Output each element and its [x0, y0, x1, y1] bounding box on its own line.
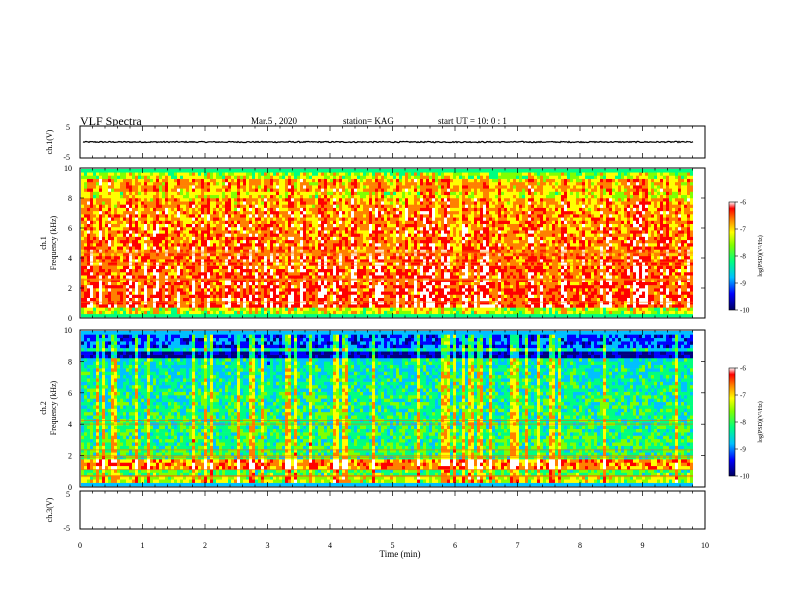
- ch1-waveform-panel: 5 -5 ch.1(V): [45, 123, 706, 162]
- time-ticks: [79, 126, 706, 529]
- ch2-spectrogram-panel: 0 2 4 6 8 10 ch.2 Frequency (kHz) -6 -7 -8 -9 -10…: [39, 326, 764, 492]
- x-tick-label: 3: [266, 541, 270, 550]
- colorbar-tick-label: -9: [740, 446, 746, 454]
- ch1-spectrogram-panel: 0 2 4 6 8 10 ch.1 Frequency (kHz) -6 -7 -8 -9 -10…: [39, 164, 764, 323]
- freq-tick-label: 2: [68, 284, 72, 293]
- ch1-ytick-bottom: -5: [63, 153, 70, 162]
- colorbar-tick-label: -6: [740, 365, 746, 373]
- freq-tick-label: 6: [68, 224, 72, 233]
- x-tick-label: 8: [578, 541, 582, 550]
- freq-tick-label: 2: [68, 452, 72, 461]
- x-tick-label: 1: [141, 541, 145, 550]
- freq-tick-label: 8: [68, 357, 72, 366]
- colorbar-tick-label: -8: [740, 253, 746, 261]
- colorbar-tick-label: -8: [740, 419, 746, 427]
- start-ut-label: start UT = 10: 0 : 1: [438, 116, 507, 126]
- ch1-spec-ylabel-line1: ch.1: [39, 236, 48, 250]
- colorbar-tick-label: -7: [740, 226, 746, 234]
- ch3-waveform-panel: 5 -5 ch.3(V): [45, 490, 706, 533]
- ch1-spectrogram-heatmap: [81, 169, 693, 318]
- x-tick-label: 9: [641, 541, 645, 550]
- date-label: Mar.5 , 2020: [251, 116, 297, 126]
- freq-tick-label: 8: [68, 194, 72, 203]
- ch2-spectrogram-heatmap: [81, 331, 693, 487]
- freq-tick-label: 0: [68, 483, 72, 492]
- colorbar-tick-label: -6: [740, 199, 746, 207]
- x-tick-label: 4: [328, 541, 332, 550]
- station-label: station= KAG: [343, 116, 394, 126]
- freq-tick-label: 10: [64, 326, 72, 335]
- ch3-ytick-bottom: -5: [63, 524, 70, 533]
- ch1-ytick-top: 5: [66, 123, 70, 132]
- freq-tick-label: 0: [68, 314, 72, 323]
- colorbar-tick-label: -10: [740, 307, 750, 315]
- ch1-colorbar: -6 -7 -8 -9 -10 log(PSD)(V²/Hz): [728, 199, 764, 315]
- x-tick-label: 6: [453, 541, 457, 550]
- ch1-waveform-ylabel: ch.1(V): [45, 129, 54, 154]
- ch3-ytick-top: 5: [66, 490, 70, 499]
- x-tick-label: 0: [78, 541, 82, 550]
- x-tick-label: 5: [391, 541, 395, 550]
- x-tick-label: 10: [701, 541, 709, 550]
- ch2-spec-ylabel-line1: ch.2: [39, 401, 48, 415]
- figure-title: VLF Spectra: [80, 114, 142, 128]
- x-axis-label: Time (min): [380, 549, 421, 559]
- ch1-colorbar-label: log(PSD)(V²/Hz): [757, 235, 764, 276]
- ch3-waveform-ylabel: ch.3(V): [45, 497, 54, 522]
- freq-tick-label: 4: [68, 254, 72, 263]
- ch2-colorbar-label: log(PSD)(V²/Hz): [757, 401, 764, 442]
- x-tick-label: 7: [516, 541, 520, 550]
- ch1-waveform-line: [82, 140, 694, 144]
- freq-tick-label: 6: [68, 389, 72, 398]
- freq-tick-label: 10: [64, 164, 72, 173]
- colorbar-tick-label: -9: [740, 280, 746, 288]
- ch2-spec-ylabel-line2: Frequency (kHz): [49, 380, 58, 435]
- colorbar-tick-label: -10: [740, 473, 750, 481]
- colorbar-tick-label: -7: [740, 392, 746, 400]
- ch2-colorbar: -6 -7 -8 -9 -10 log(PSD)(V²/Hz): [728, 365, 764, 481]
- x-tick-label: 2: [203, 541, 207, 550]
- ch1-spec-ylabel-line2: Frequency (kHz): [49, 215, 58, 270]
- freq-tick-label: 4: [68, 420, 72, 429]
- x-tick-labels: 0 1 2 3 4 5 6 7 8 9 10: [78, 541, 709, 550]
